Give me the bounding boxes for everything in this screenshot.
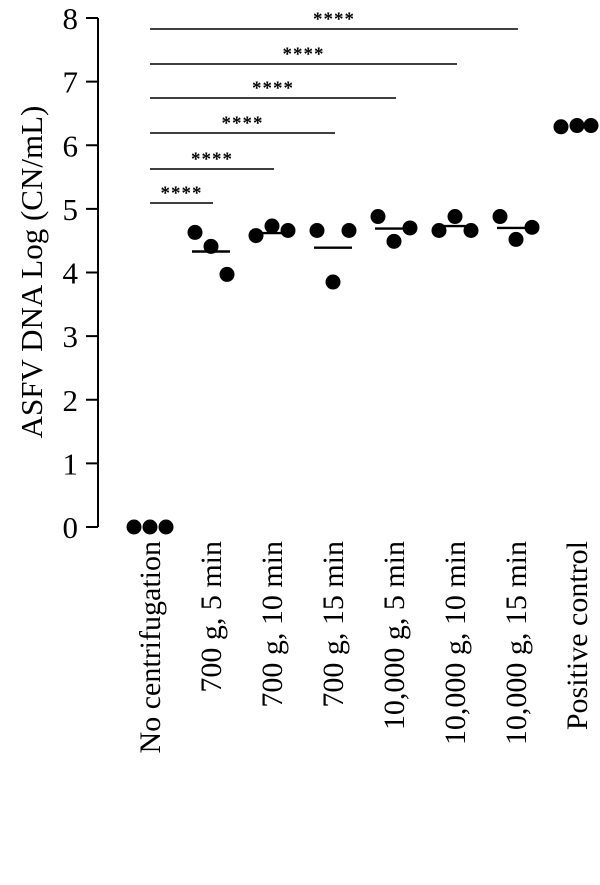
- data-point: [583, 118, 599, 134]
- data-point: [248, 228, 264, 244]
- y-tick-label: 4: [63, 256, 79, 291]
- data-point: [447, 209, 463, 225]
- data-point: [142, 519, 158, 535]
- x-tick-label: 700 g, 15 min: [317, 541, 350, 708]
- data-point: [492, 209, 508, 225]
- data-point: [203, 238, 219, 254]
- data-point: [187, 224, 203, 240]
- y-tick-label: 7: [63, 65, 79, 100]
- data-point: [569, 118, 585, 134]
- data-point: [264, 218, 280, 234]
- data-point: [280, 223, 296, 239]
- data-point: [431, 223, 447, 239]
- data-point: [370, 209, 386, 225]
- data-point: [325, 274, 341, 290]
- data-point: [553, 119, 569, 135]
- significance-label: ****: [252, 78, 294, 99]
- data-point: [309, 223, 325, 239]
- y-axis-title: ASFV DNA Log (CN/mL): [14, 106, 49, 439]
- significance-label: ****: [222, 113, 264, 134]
- significance-label: ****: [313, 9, 355, 30]
- significance-bars: **** **** **** **** **** ****: [150, 9, 518, 204]
- data-point: [524, 219, 540, 235]
- x-tick-label: 10,000 g, 5 min: [378, 541, 411, 730]
- y-tick-label: 8: [63, 1, 79, 36]
- x-tick-label: 700 g, 5 min: [195, 541, 228, 693]
- x-tick-label: 10,000 g, 15 min: [500, 541, 533, 745]
- significance-label: ****: [191, 149, 233, 170]
- y-tick-label: 5: [63, 192, 79, 227]
- x-axis-labels: No centrifugation 700 g, 5 min 700 g, 10 m…: [134, 541, 594, 753]
- data-point: [508, 231, 524, 247]
- data-points: [126, 118, 599, 535]
- mean-lines: [192, 224, 535, 253]
- data-point: [386, 233, 402, 249]
- y-tick-label: 0: [63, 510, 79, 545]
- data-point: [341, 223, 357, 239]
- significance-label: ****: [161, 183, 203, 204]
- x-tick-label: Positive control: [561, 541, 594, 730]
- data-point: [463, 223, 479, 239]
- x-tick-label: No centrifugation: [134, 541, 167, 753]
- y-tick-label: 3: [63, 319, 79, 354]
- data-point: [219, 266, 235, 282]
- y-axis: 0 1 2 3 4 5 6 7 8: [63, 1, 99, 545]
- y-tick-label: 2: [63, 383, 79, 418]
- x-tick-label: 700 g, 10 min: [256, 541, 289, 708]
- x-tick-label: 10,000 g, 10 min: [439, 541, 472, 745]
- y-tick-label: 6: [63, 128, 79, 163]
- data-point: [158, 519, 174, 535]
- significance-label: ****: [283, 44, 325, 65]
- data-point: [126, 519, 142, 535]
- y-tick-label: 1: [63, 446, 79, 481]
- data-point: [402, 220, 418, 236]
